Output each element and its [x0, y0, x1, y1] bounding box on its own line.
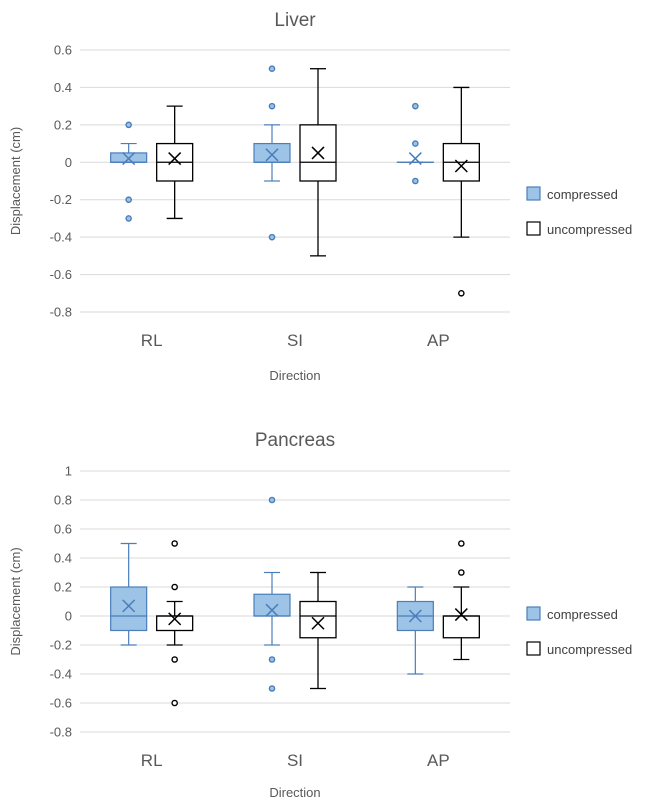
box-uncompressed-rl: [156, 105, 194, 220]
y-tick-label: 0.8: [54, 493, 72, 508]
legend-label-compressed: compressed: [547, 607, 618, 622]
chart-title: Pancreas: [255, 430, 335, 451]
mean-marker: [265, 148, 279, 162]
y-axis-label: Displacement (cm): [8, 127, 23, 235]
mean-marker: [311, 146, 325, 160]
outlier-point: [268, 102, 276, 110]
outlier-point: [268, 65, 276, 73]
mean-marker: [408, 152, 422, 166]
outlier-point: [125, 121, 132, 129]
legend-swatch-uncompressed: [526, 641, 541, 656]
outlier-point: [171, 583, 178, 591]
y-tick-label: -0.4: [50, 230, 72, 245]
box-compressed-si: [253, 496, 291, 692]
y-tick-label: 0: [65, 609, 72, 624]
legend-swatch-compressed: [526, 186, 541, 201]
mean-marker: [311, 616, 325, 630]
y-tick-label: -0.4: [50, 667, 72, 682]
mean-marker: [168, 612, 182, 626]
box-uncompressed-rl: [156, 540, 194, 707]
box-compressed-ap: [396, 102, 434, 185]
box-compressed-si: [253, 65, 291, 241]
chart-panel-pancreas: -0.8 -0.6 -0.4 -0.2 0 0.2 0.4 0.6 0.8 1 Pancreas Di…: [8, 430, 632, 800]
outlier-point: [125, 215, 132, 222]
box-iqr: [442, 615, 480, 639]
outlier-point: [268, 233, 276, 241]
outlier-point: [268, 496, 276, 504]
box-iqr: [299, 600, 337, 639]
x-tick-label: RL: [141, 751, 163, 770]
x-tick-label: AP: [427, 751, 450, 770]
outlier-point: [458, 540, 465, 547]
y-tick-label: -0.8: [50, 725, 72, 740]
y-tick-label: -0.2: [50, 192, 72, 207]
outlier-point: [268, 685, 276, 692]
y-tick-label: -0.2: [50, 638, 72, 653]
mean-marker: [265, 603, 279, 617]
x-tick-label: SI: [287, 331, 303, 350]
box-compressed-ap: [396, 586, 434, 675]
y-tick-label: 0.6: [54, 43, 72, 58]
x-tick-label: AP: [427, 331, 450, 350]
box-iqr: [253, 593, 291, 617]
x-tick-label: SI: [287, 751, 303, 770]
y-tick-label: -0.6: [50, 696, 72, 711]
box-compressed-rl: [110, 121, 148, 222]
y-tick-label: 1: [65, 464, 72, 479]
mean-marker: [408, 609, 422, 623]
box-uncompressed-si: [299, 571, 337, 690]
y-tick-label: 0.2: [54, 117, 72, 132]
outlier-point: [412, 140, 419, 147]
box-compressed-rl: [110, 542, 148, 646]
mean-marker: [122, 152, 136, 166]
box-uncompressed-ap: [442, 86, 480, 297]
outlier-point: [171, 656, 178, 663]
box-iqr: [253, 142, 291, 163]
x-tick-label: RL: [141, 331, 163, 350]
y-tick-label: 0.4: [54, 80, 72, 95]
y-tick-label: 0: [65, 155, 72, 170]
chart-panel-liver: -0.8 -0.6 -0.4 -0.2 0 0.2 0.4 0.6 Liver Displacem…: [8, 10, 632, 383]
outlier-point: [268, 656, 276, 663]
y-tick-label: 0.4: [54, 551, 72, 566]
box-uncompressed-si: [299, 68, 337, 257]
y-tick-label: 0.2: [54, 580, 72, 595]
box-uncompressed-ap: [442, 540, 480, 661]
legend-label-uncompressed: uncompressed: [547, 642, 632, 657]
outlier-point: [171, 540, 178, 547]
x-axis-label: Direction: [269, 785, 320, 800]
y-tick-label: -0.8: [50, 305, 72, 320]
outlier-point: [171, 699, 178, 707]
legend-label-compressed: compressed: [547, 187, 618, 202]
outlier-point: [458, 289, 465, 297]
x-axis-label: Direction: [269, 368, 320, 383]
outlier-point: [125, 196, 132, 204]
y-axis-label: Displacement (cm): [8, 547, 23, 655]
box-iqr: [110, 586, 148, 632]
chart-title: Liver: [274, 10, 316, 31]
outlier-point: [412, 102, 419, 110]
mean-marker: [454, 159, 468, 173]
outlier-point: [412, 177, 419, 185]
mean-marker: [168, 152, 182, 166]
legend-swatch-compressed: [526, 606, 541, 621]
legend-label-uncompressed: uncompressed: [547, 222, 632, 237]
y-tick-label: 0.6: [54, 522, 72, 537]
mean-marker: [122, 599, 136, 613]
legend-swatch-uncompressed: [526, 221, 541, 236]
y-tick-label: -0.6: [50, 267, 72, 282]
outlier-point: [458, 569, 465, 576]
mean-marker: [454, 608, 468, 622]
